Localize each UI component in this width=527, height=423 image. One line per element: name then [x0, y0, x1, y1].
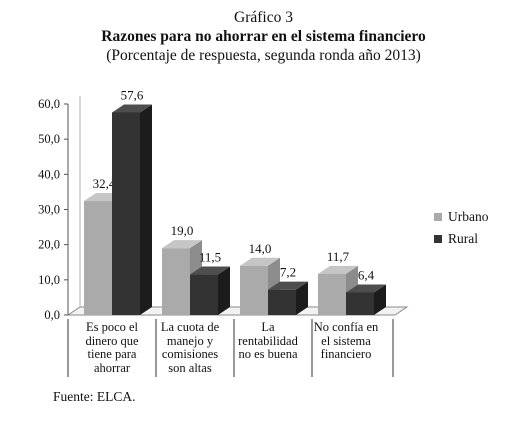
legend-swatch-urbano — [434, 213, 442, 221]
y-tick-label: 50,0 — [38, 132, 60, 146]
x-category-label-line: La — [261, 320, 275, 334]
data-label-urbano-0: 32,4 — [93, 176, 116, 191]
bar-urbano-0 — [84, 201, 112, 315]
x-category-label: No confía en el sistema financiero — [306, 320, 386, 362]
x-category-label-line: Es poco el — [85, 320, 139, 334]
data-label-rural-0: 57,6 — [121, 87, 144, 102]
x-category-label-line: manejo y — [166, 333, 214, 348]
source-note: Fuente: ELCA. — [53, 389, 136, 404]
bar-rural-0 — [112, 112, 140, 315]
y-tick-label: 40,0 — [38, 167, 60, 181]
data-label-rural-2: 7,2 — [280, 265, 296, 280]
bar-top-urbano-1 — [162, 240, 202, 249]
bar-side-rural-2 — [296, 281, 308, 315]
bar-urbano-1 — [162, 248, 190, 315]
x-category-label-line: No confía en — [313, 320, 379, 334]
x-category-label-line: dinero que — [85, 333, 139, 348]
data-label-urbano-3: 11,7 — [327, 249, 350, 264]
data-label-urbano-1: 19,0 — [171, 223, 194, 238]
x-category-label: La cuota de manejo y comisiones son altas — [150, 320, 230, 375]
legend-item-urbano: Urbano — [434, 206, 489, 228]
chart-title: Gráfico 3 — [234, 9, 293, 26]
bar-side-rural-1 — [218, 266, 230, 315]
x-category-label: La rentabilidad no es buena — [228, 320, 308, 362]
bar-top-urbano-2 — [240, 257, 280, 266]
bar-top-rural-0 — [112, 104, 152, 113]
legend: Urbano Rural — [434, 206, 489, 250]
y-tick-label: 30,0 — [38, 203, 60, 217]
x-category-label-line: el sistema — [321, 333, 371, 348]
bar-top-rural-1 — [190, 266, 230, 275]
legend-label-urbano: Urbano — [448, 209, 489, 224]
bar-rural-3 — [346, 292, 374, 315]
legend-item-rural: Rural — [434, 228, 489, 250]
x-category-label-line: no es buena — [238, 347, 298, 361]
legend-swatch-rural — [434, 235, 442, 243]
x-category-label-line: comisiones — [161, 347, 219, 361]
bar-side-rural-0 — [140, 104, 152, 315]
legend-label-rural: Rural — [448, 231, 478, 246]
x-category-label-line: tiene para — [87, 347, 137, 361]
bar-top-rural-3 — [346, 284, 386, 293]
x-category-label-line: rentabilidad — [238, 333, 298, 348]
bar-urbano-3 — [318, 273, 346, 315]
y-tick-label: 10,0 — [38, 273, 60, 287]
x-category-label-line: financiero — [320, 347, 372, 361]
y-tick-label: 0,0 — [44, 308, 60, 322]
x-category-label: Es poco el dinero que tiene para ahorrar — [72, 320, 152, 375]
title-block: Gráfico 3 Razones para no ahorrar en el … — [0, 8, 527, 65]
bar-top-rural-2 — [268, 281, 308, 290]
x-category-label-line: La cuota de — [160, 320, 220, 334]
x-category-label-line: son altas — [168, 360, 212, 375]
data-label-rural-1: 11,5 — [199, 250, 221, 265]
x-category-label-line: ahorrar — [93, 360, 131, 375]
y-tick-label: 60,0 — [38, 97, 60, 111]
bar-urbano-2 — [240, 265, 268, 315]
bar-side-rural-3 — [374, 284, 386, 315]
data-label-urbano-2: 14,0 — [249, 241, 272, 256]
data-label-rural-3: 6,4 — [358, 267, 375, 282]
bar-rural-2 — [268, 289, 296, 315]
bar-rural-1 — [190, 274, 218, 315]
bar-top-urbano-3 — [318, 265, 358, 274]
chart-subtitle-2: (Porcentaje de respuesta, segunda ronda … — [106, 47, 421, 64]
y-tick-label: 20,0 — [38, 238, 60, 252]
chart-subtitle: Razones para no ahorrar en el sistema fi… — [101, 28, 426, 45]
